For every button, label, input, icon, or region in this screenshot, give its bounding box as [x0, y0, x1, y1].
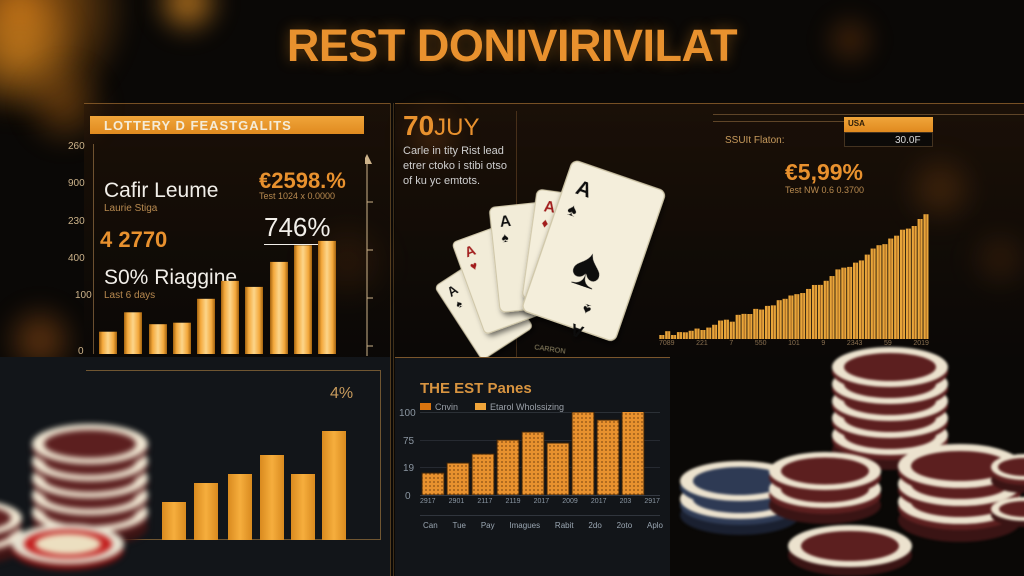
svg-text:A: A	[499, 213, 512, 231]
svg-text:CARRON: CARRON	[534, 342, 566, 355]
svg-text:♠: ♠	[501, 230, 510, 246]
